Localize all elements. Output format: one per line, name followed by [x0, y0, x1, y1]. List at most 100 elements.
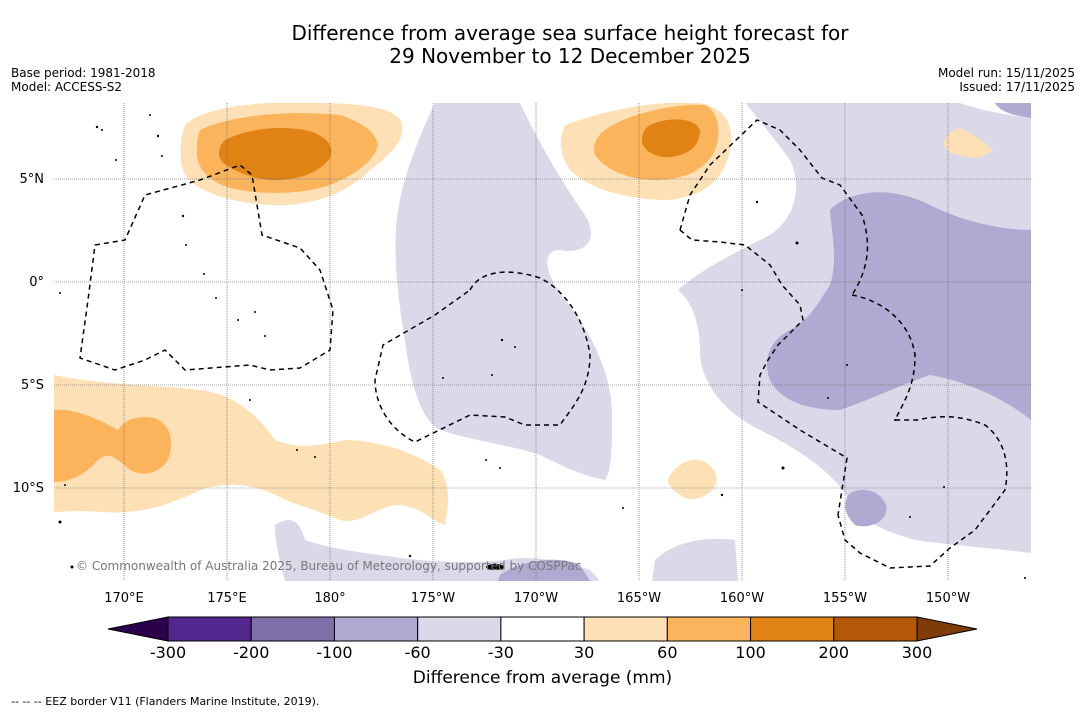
island-dot	[846, 364, 848, 366]
island-dot	[485, 459, 487, 461]
island-dot	[149, 114, 151, 116]
lat-axis: 5°N 0° 5°S 10°S	[13, 172, 44, 496]
islands	[58, 114, 1026, 579]
island-dot	[156, 134, 160, 138]
neg-region-south	[652, 538, 738, 581]
lon-label-150w: 150°W	[926, 591, 970, 606]
island-dot	[203, 273, 205, 275]
colorbar-label: Difference from average (mm)	[412, 668, 673, 688]
island-dot	[101, 129, 103, 131]
model-name: Model: ACCESS-S2	[11, 80, 123, 94]
island-dot	[442, 377, 444, 379]
title-line-2: 29 November to 12 December 2025	[389, 44, 751, 68]
title-line-1: Difference from average sea surface heig…	[291, 21, 849, 45]
eez-border-east-mid	[679, 229, 848, 516]
colorbar-tick-label: -30	[487, 643, 514, 662]
pos-region-small-south	[668, 459, 717, 500]
colorbar-tick-label: 30	[573, 643, 595, 662]
island-dot	[115, 159, 117, 161]
colorbar-segment	[750, 616, 835, 642]
island-dot	[64, 484, 66, 486]
colorbar	[107, 616, 978, 642]
lat-label-0: 0°	[29, 275, 44, 290]
colorbar-tick-label: -100	[316, 643, 353, 662]
island-dot	[781, 466, 785, 470]
neg-strong-north	[995, 103, 1031, 118]
island-dot	[514, 346, 516, 348]
lat-label-10s: 10°S	[13, 481, 44, 496]
island-dot	[1024, 577, 1026, 579]
island-dot	[894, 419, 896, 421]
island-dot	[237, 319, 239, 321]
meta-right: Model run: 15/11/2025 Issued: 17/11/2025	[938, 66, 1075, 94]
lon-label-170w: 170°W	[514, 591, 558, 606]
island-dot	[795, 241, 799, 245]
lon-label-155w: 155°W	[823, 591, 867, 606]
colorbar-segment	[250, 616, 335, 642]
colorbar-segment	[417, 616, 502, 642]
lon-label-170e: 170°E	[104, 591, 144, 606]
eez-border-central	[374, 271, 591, 443]
lon-label-175w: 175°W	[411, 591, 455, 606]
meta-left: Base period: 1981-2018 Model: ACCESS-S2	[11, 66, 156, 94]
neg-strong-east	[766, 192, 1031, 420]
colorbar-tick-label: -300	[149, 643, 187, 662]
colorbar-segment	[583, 616, 668, 642]
eez-borders	[79, 119, 1008, 569]
island-dot	[161, 155, 163, 157]
island-dot	[185, 244, 187, 246]
issued-date: Issued: 17/11/2025	[959, 80, 1075, 94]
colorbar-tick-label: 300	[901, 643, 933, 662]
island-dot	[314, 456, 316, 458]
island-dot	[408, 554, 412, 558]
lat-label-5s: 5°S	[21, 378, 44, 393]
lon-label-160w: 160°W	[720, 591, 764, 606]
copyright-notice: © Commonwealth of Australia 2025, Bureau…	[76, 559, 581, 573]
eez-border-east-south	[837, 294, 1008, 569]
neg-strong-south	[498, 559, 590, 581]
pos-mid-southwest	[54, 409, 172, 482]
colorbar-segment	[833, 616, 918, 642]
island-dot	[58, 520, 62, 524]
neg-region-central-band	[395, 103, 612, 480]
eez-border-east-north	[679, 119, 869, 296]
island-dot	[70, 565, 74, 569]
island-dot	[755, 200, 759, 204]
island-dot	[741, 289, 743, 291]
colorbar-segment	[666, 616, 752, 642]
island-dot	[491, 374, 493, 376]
island-dot	[720, 493, 724, 497]
island-dot	[254, 311, 256, 313]
island-dot	[95, 125, 99, 129]
island-dot	[296, 449, 298, 451]
neg-strong-small	[845, 489, 887, 527]
pos-region-southwest	[54, 375, 449, 525]
lon-label-175e: 175°E	[207, 591, 247, 606]
lon-label-180: 180°	[314, 591, 345, 606]
base-period: Base period: 1981-2018	[11, 66, 156, 80]
colorbar-tick-label: 100	[735, 643, 766, 662]
island-dot	[827, 397, 829, 399]
colorbar-tick-label: -60	[404, 643, 431, 662]
island-dot	[59, 292, 61, 294]
colorbar-tick-label: 60	[657, 643, 678, 662]
island-dot	[264, 335, 266, 337]
island-dot	[181, 214, 185, 218]
colorbar-segment	[333, 616, 419, 642]
eez-border-west	[79, 164, 334, 371]
neg-region-north	[865, 103, 950, 124]
island-dot	[943, 486, 945, 488]
colorbar-low-extend	[107, 616, 169, 642]
lat-label-5n: 5°N	[20, 172, 45, 187]
island-dot	[249, 399, 251, 401]
colorbar-tick-label: -200	[233, 643, 270, 662]
colorbar-segment	[167, 616, 252, 642]
lon-label-165w: 165°W	[617, 591, 661, 606]
map-area: © Commonwealth of Australia 2025, Bureau…	[54, 103, 1031, 581]
pos-region-east	[944, 128, 993, 158]
chart-title: Difference from average sea surface heig…	[0, 22, 1085, 68]
colorbar-segments	[167, 616, 918, 642]
colorbar-tick-label: 200	[818, 643, 850, 662]
island-dot	[622, 507, 624, 509]
